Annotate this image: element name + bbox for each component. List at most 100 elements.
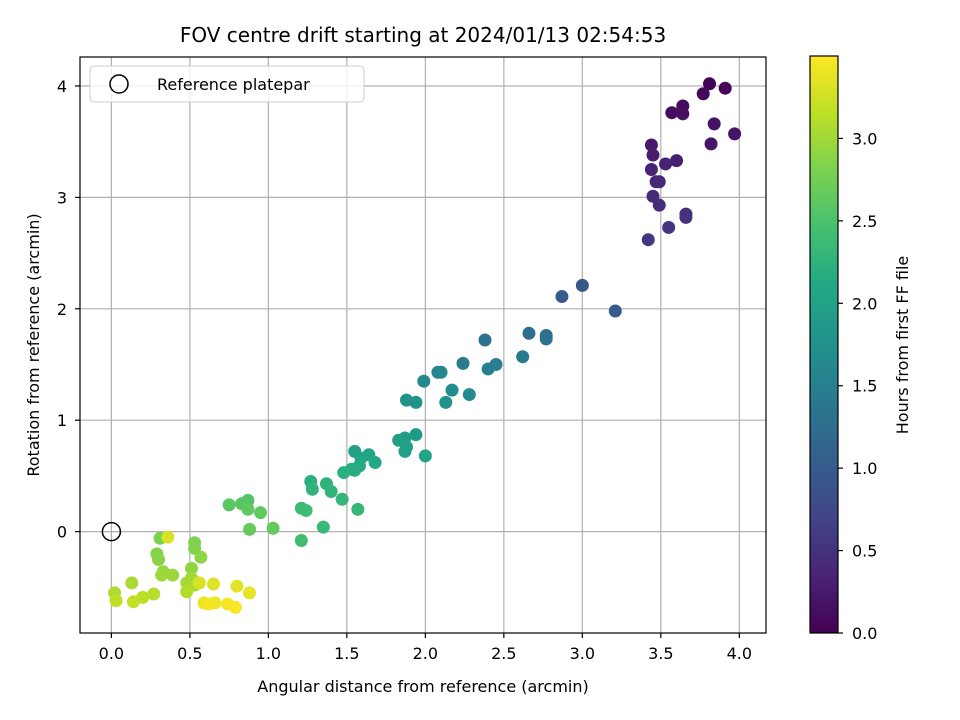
- data-point: [166, 568, 180, 582]
- legend-marker-icon: [109, 74, 129, 94]
- y-tick-label: 0: [57, 523, 67, 542]
- data-point: [222, 498, 236, 512]
- colorbar: 0.0 0.5 1.0 1.5 2.0 2.5 3.0 Hours from first F…: [809, 55, 912, 643]
- data-point: [243, 522, 257, 536]
- data-point: [254, 506, 268, 520]
- data-point: [417, 374, 431, 388]
- data-point: [522, 326, 536, 340]
- x-tick-label: 0.5: [177, 644, 202, 663]
- colorbar-tick-label: 3.0: [852, 129, 877, 148]
- colorbar-gradient: [809, 55, 839, 634]
- data-point: [652, 175, 666, 189]
- data-point: [478, 333, 492, 347]
- data-point: [702, 77, 716, 91]
- x-tick-label: 2.0: [413, 644, 438, 663]
- y-tick-label: 2: [57, 300, 67, 319]
- y-tick-label: 3: [57, 188, 67, 207]
- data-point: [445, 383, 459, 397]
- data-point: [646, 148, 660, 162]
- data-point: [228, 600, 242, 614]
- data-point: [316, 520, 330, 534]
- data-point: [243, 586, 257, 600]
- data-point: [155, 568, 169, 582]
- x-axis-ticks: 0.0 0.5 1.0 1.5 2.0 2.5 3.0 3.5 4.0: [99, 633, 752, 663]
- colorbar-tick-label: 2.5: [852, 212, 877, 231]
- reference-platepar-marker: [101, 521, 122, 542]
- data-point: [109, 594, 123, 608]
- data-point: [335, 492, 349, 506]
- data-point: [206, 577, 220, 591]
- data-point: [434, 365, 448, 379]
- data-point: [305, 482, 319, 496]
- data-point: [230, 579, 244, 593]
- data-point: [418, 449, 432, 463]
- colorbar-tick-label: 1.5: [852, 377, 877, 396]
- data-points: [108, 77, 742, 614]
- data-point: [718, 81, 732, 95]
- data-point: [462, 388, 476, 402]
- data-point: [409, 428, 423, 442]
- data-point: [192, 576, 206, 590]
- data-point: [299, 503, 313, 517]
- data-point: [180, 585, 194, 599]
- colorbar-tick-label: 0.0: [852, 624, 877, 643]
- data-point: [704, 137, 718, 151]
- data-point: [351, 502, 365, 516]
- data-point: [676, 107, 690, 121]
- data-point: [539, 332, 553, 346]
- y-axis-title: Rotation from reference (arcmin): [24, 213, 43, 476]
- data-point: [194, 550, 208, 564]
- data-point: [516, 350, 530, 364]
- x-tick-label: 4.0: [727, 644, 752, 663]
- data-point: [641, 233, 655, 247]
- data-point: [665, 106, 679, 120]
- data-point: [644, 163, 658, 177]
- data-point: [398, 444, 412, 458]
- data-point: [147, 587, 161, 601]
- x-tick-label: 1.0: [256, 644, 281, 663]
- data-point: [439, 395, 453, 409]
- data-point: [184, 561, 198, 575]
- data-point: [728, 127, 742, 141]
- x-tick-label: 3.0: [570, 644, 595, 663]
- data-point: [368, 456, 382, 470]
- colorbar-ticks: 0.0 0.5 1.0 1.5 2.0 2.5 3.0: [838, 129, 877, 643]
- data-point: [126, 595, 140, 609]
- x-axis-title: Angular distance from reference (arcmin): [257, 677, 588, 696]
- data-point: [644, 138, 658, 152]
- data-point: [679, 210, 693, 224]
- y-tick-label: 1: [57, 411, 67, 430]
- y-tick-label: 4: [57, 77, 67, 96]
- data-point: [324, 485, 338, 499]
- data-point: [409, 395, 423, 409]
- data-point: [662, 220, 676, 234]
- colorbar-title: Hours from first FF file: [893, 256, 912, 435]
- data-point: [707, 117, 721, 131]
- x-tick-label: 3.5: [648, 644, 673, 663]
- data-point: [652, 198, 666, 212]
- data-point: [266, 521, 280, 535]
- data-point: [456, 356, 470, 370]
- data-point: [151, 552, 165, 566]
- plot-area-frame: [79, 56, 767, 634]
- data-point: [337, 466, 351, 480]
- x-tick-label: 0.0: [99, 644, 124, 663]
- grid: [80, 57, 766, 633]
- data-point: [348, 463, 362, 477]
- colorbar-tick-label: 2.0: [852, 294, 877, 313]
- x-tick-label: 2.5: [491, 644, 516, 663]
- legend-label: Reference platepar: [157, 75, 310, 94]
- data-point: [555, 290, 569, 304]
- data-point: [481, 362, 495, 376]
- legend-box: [89, 65, 365, 103]
- colorbar-tick-label: 0.5: [852, 542, 877, 561]
- data-point: [575, 278, 589, 292]
- data-point: [202, 597, 216, 611]
- data-point: [670, 154, 684, 168]
- x-tick-label: 1.5: [334, 644, 359, 663]
- data-point: [125, 576, 139, 590]
- data-point: [659, 157, 673, 171]
- data-point: [241, 502, 255, 516]
- legend: Reference platepar: [89, 65, 365, 103]
